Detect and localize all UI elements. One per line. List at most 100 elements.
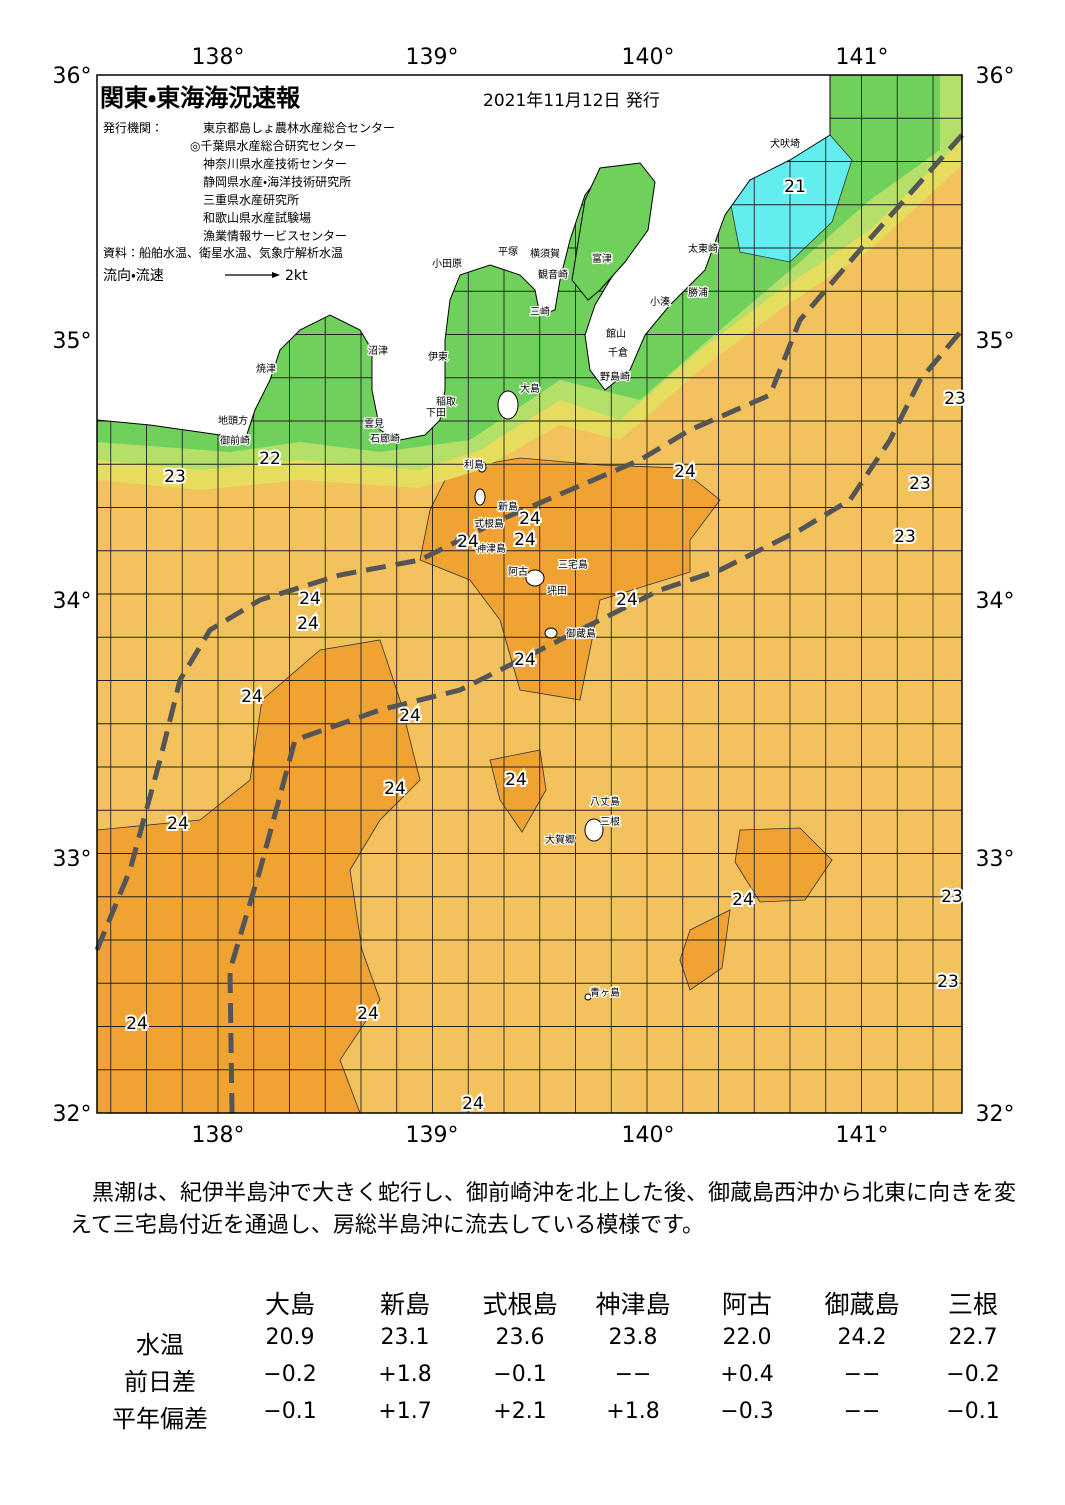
place-name: 阿古: [508, 565, 528, 578]
row-label: 前日差: [124, 1368, 196, 1396]
isotherm-label: 23: [941, 887, 963, 907]
latitude-label: 34°: [976, 589, 1015, 614]
longitude-label: 139°: [406, 45, 459, 70]
table-cell: +1.7: [378, 1399, 432, 1424]
place-name: 三根: [600, 815, 620, 828]
place-name: 伊東: [428, 350, 448, 363]
longitude-label: 139°: [406, 1123, 459, 1148]
issuer: 三重県水産研究所: [203, 193, 299, 207]
issue-date: 2021年11月12日 発行: [483, 91, 660, 111]
summary: 黒潮は、紀伊半島沖で大きく蛇行し、御前崎沖を北上した後、御蔵島西沖から北東に向き…: [70, 1181, 1017, 1238]
latitude-label: 32°: [976, 1102, 1015, 1127]
isotherm-label: 24: [674, 462, 696, 482]
warm-water: [734, 827, 833, 903]
latitude-label: 34°: [53, 589, 92, 614]
table-cell: 23.6: [495, 1325, 545, 1350]
longitude-label: 140°: [622, 1123, 675, 1148]
place-name: 横須賀: [530, 247, 560, 260]
place-name: 坪田: [547, 584, 567, 597]
tokyo-bay: [571, 162, 656, 301]
column-header: 大島: [264, 1290, 316, 1319]
place-name: 平塚: [498, 246, 518, 258]
latitude-label: 36°: [53, 64, 92, 89]
place-name: 沼津: [368, 344, 388, 357]
isotherm-label: 24: [241, 687, 263, 707]
isotherm-label: 24: [732, 890, 754, 910]
place-name: 御蔵島: [566, 627, 596, 640]
map-frame: [96, 74, 963, 1114]
table-cell: +2.1: [493, 1399, 547, 1424]
isotherm-label: 24: [126, 1014, 148, 1034]
isotherm-label: 24: [357, 1004, 379, 1024]
kuroshio-path: [94, 133, 964, 951]
flow-scale: 2kt: [285, 268, 308, 284]
table-cell: 24.2: [837, 1325, 887, 1350]
table-cell: 23.8: [608, 1325, 658, 1350]
island: [584, 993, 592, 1001]
issuer-label: 発行機関：: [103, 121, 163, 135]
latitude-label: 35°: [976, 329, 1015, 354]
table-cell: −−: [843, 1399, 881, 1424]
place-name: 大島: [520, 382, 540, 395]
isotherm-label: 23: [944, 389, 966, 409]
land: [96, 74, 831, 441]
island: [497, 390, 519, 420]
isotherm-label: 24: [399, 706, 421, 726]
isotherm-label: 23: [164, 467, 186, 487]
isotherm-label: 24: [514, 530, 536, 550]
place-name: 勝浦: [688, 286, 708, 299]
isotherm-label: 23: [909, 474, 931, 494]
place-name: 下田: [426, 408, 446, 419]
island: [544, 627, 558, 639]
column-header: 新島: [379, 1290, 431, 1319]
table-cell: +1.8: [378, 1362, 432, 1387]
column-header: 三根: [947, 1290, 999, 1319]
table-cell: 22.7: [948, 1325, 998, 1350]
table-cell: 22.0: [722, 1325, 772, 1350]
isotherm-label: 24: [299, 589, 321, 609]
longitude-label: 141°: [836, 1123, 889, 1148]
place-name: 稲取: [436, 396, 456, 408]
isotherm-label: 24: [167, 814, 189, 834]
isotherm-label: 24: [384, 779, 406, 799]
place-name: 大賀郷: [545, 833, 575, 846]
latitude-label: 33°: [976, 847, 1015, 872]
latitude-label: 33°: [53, 847, 92, 872]
table-cell: −0.1: [493, 1362, 547, 1387]
row-label: 水温: [136, 1331, 184, 1359]
table-cell: +1.8: [606, 1399, 660, 1424]
isotherm-label: 24: [297, 614, 319, 634]
place-name: 利島: [464, 458, 484, 471]
place-name: 小湊: [650, 295, 670, 308]
issuer: 神奈川県水産技術センター: [203, 156, 347, 171]
latitude-label: 32°: [53, 1102, 92, 1127]
isotherm-label: 23: [937, 972, 959, 992]
issuer: 和歌山県水産試験場: [203, 210, 311, 225]
warm-water: [679, 909, 731, 991]
issuer: 静岡県水産・海洋技術研究所: [203, 174, 351, 189]
place-name: 館山: [606, 327, 626, 340]
isotherm-label: 24: [514, 650, 536, 670]
isotherm-label: 24: [457, 532, 479, 552]
issuer: ◎千葉県水産総合研究センター: [190, 138, 356, 153]
place-name: 富津: [592, 252, 612, 265]
issuer: 東京都島しょ農林水産総合センター: [203, 120, 395, 135]
observation-table: 大島 新島 式根島 神津島 阿古 御蔵島 三根 水温 20.9 23.1 23.6 23.8 22.0 2…: [0, 1285, 1065, 1435]
isotherm-label: 22: [259, 449, 281, 469]
table-cell: −0.2: [263, 1362, 317, 1387]
place-name: 太東崎: [688, 242, 718, 255]
place-name: 雲見: [364, 418, 384, 430]
column-header: 阿古: [721, 1290, 773, 1319]
table-cell: −0.1: [263, 1399, 317, 1424]
island: [477, 461, 487, 473]
column-header: 御蔵島: [824, 1290, 900, 1319]
issuer: 漁業情報サービスセンター: [203, 229, 347, 243]
longitude-label: 138°: [192, 1123, 245, 1148]
table-cell: −−: [843, 1362, 881, 1387]
place-name: 地頭方: [218, 414, 248, 427]
latitude-label: 35°: [53, 329, 92, 354]
flow-label: 流向・流速: [103, 268, 164, 284]
table-cell: 23.1: [380, 1325, 430, 1350]
